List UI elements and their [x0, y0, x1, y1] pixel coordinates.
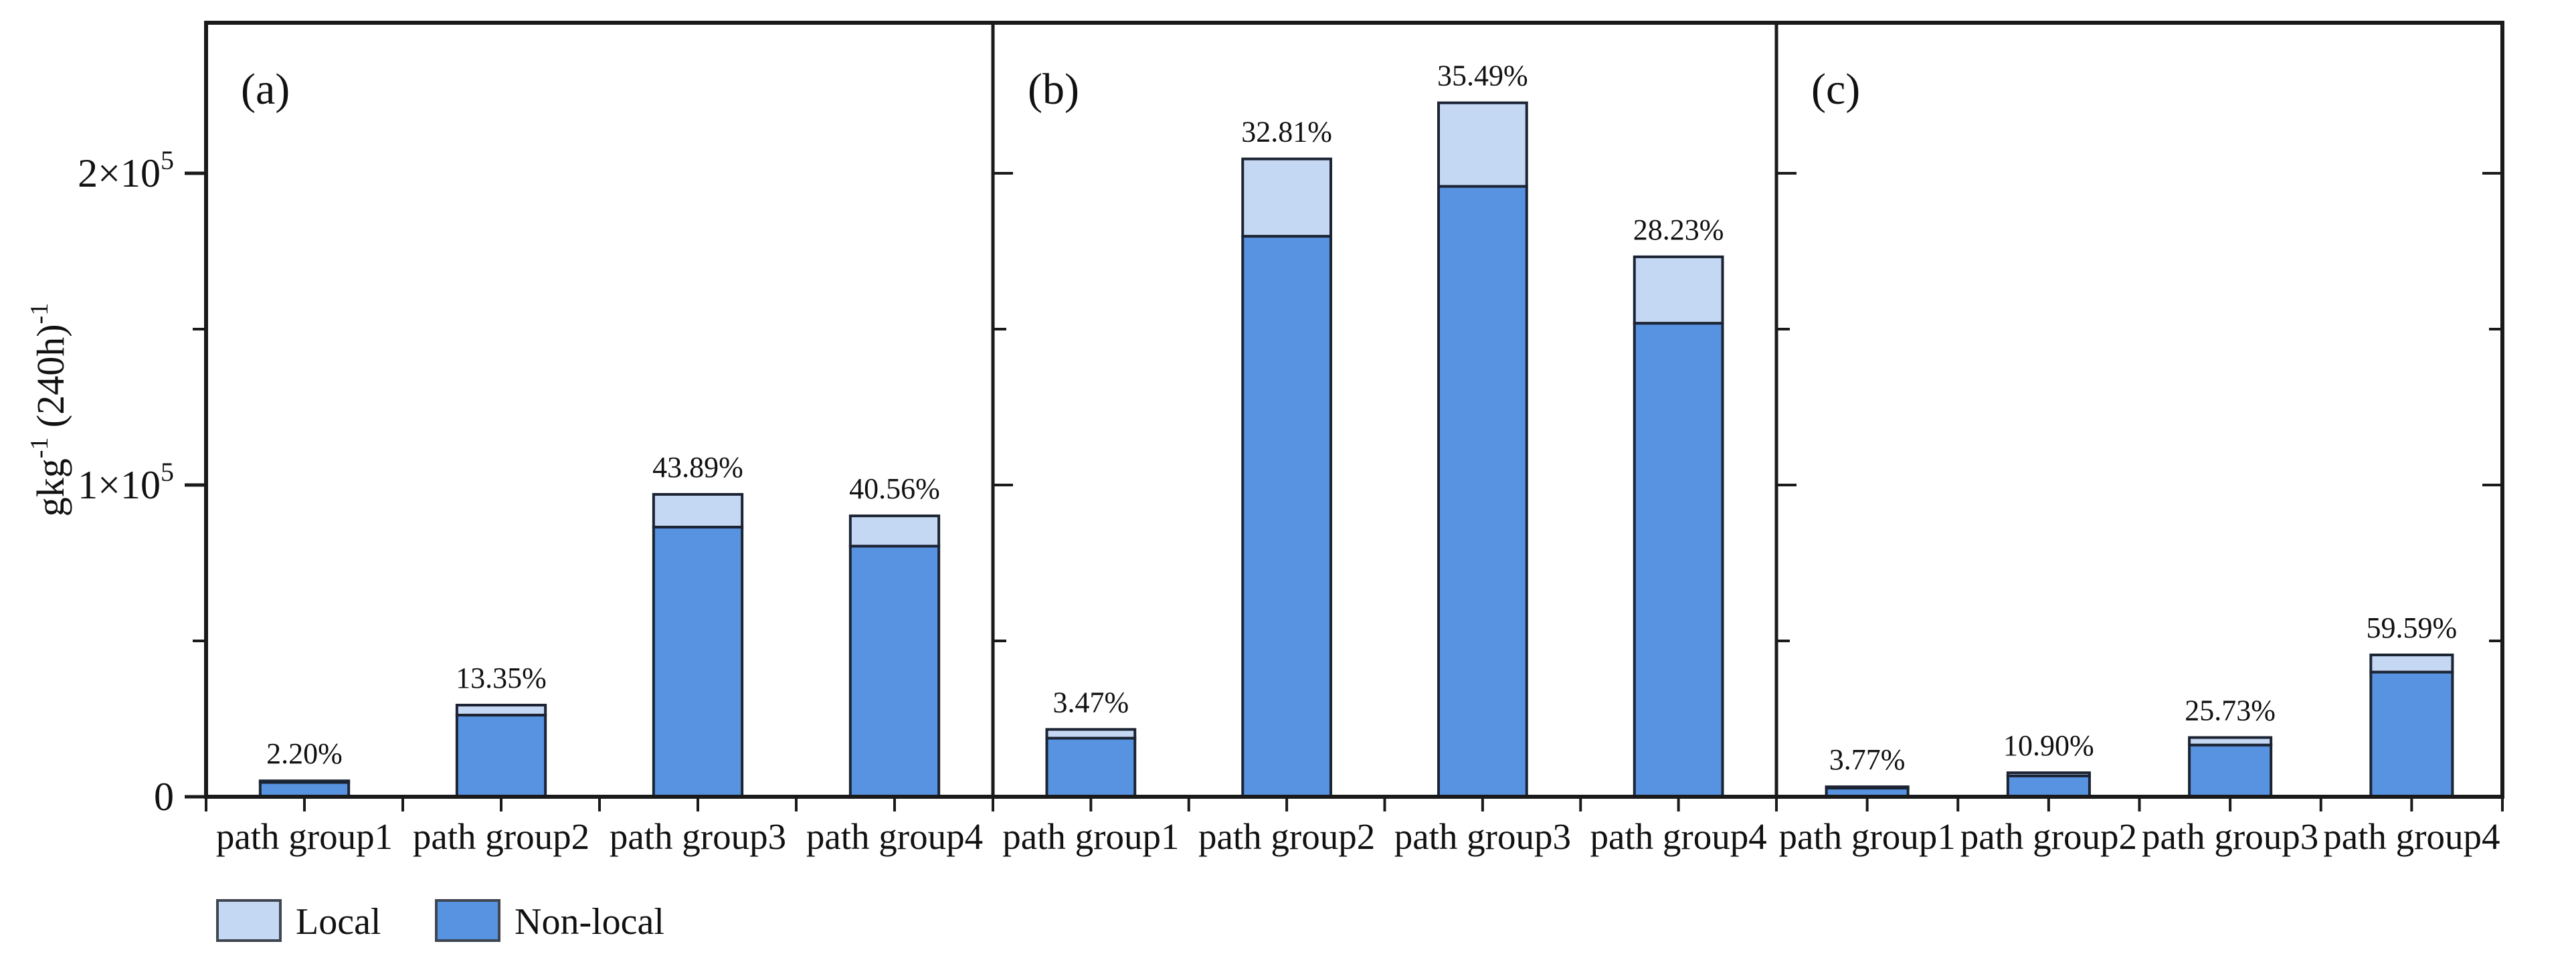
bar-segment-nonlocal	[1241, 235, 1332, 798]
panel-label: (b)	[1028, 65, 1079, 114]
bar-annotation: 40.56%	[849, 472, 940, 505]
y-tick-label: 2×105	[78, 145, 174, 195]
x-tick-label: path group2	[1198, 816, 1375, 857]
bar-annotation: 32.81%	[1241, 116, 1332, 149]
x-tick-label: path group4	[806, 816, 983, 857]
bar-segment-local	[455, 703, 547, 716]
plot-border	[204, 21, 2504, 799]
legend-swatch-non-local	[435, 899, 500, 942]
bar-segment-nonlocal	[1045, 737, 1137, 798]
bar-segment-local	[2006, 771, 2091, 777]
bar-segment-nonlocal	[2006, 774, 2091, 798]
bar-annotation: 2.20%	[266, 737, 343, 770]
x-tick-label: path group4	[2323, 816, 2500, 857]
bar-annotation: 28.23%	[1633, 213, 1724, 246]
bar-segment-local	[2188, 736, 2273, 747]
x-tick-label: path group1	[216, 816, 393, 857]
bar-segment-nonlocal	[2188, 743, 2273, 799]
legend-label: Non-local	[515, 901, 664, 943]
bar-segment-nonlocal	[652, 525, 744, 798]
bar-segment-nonlocal	[1633, 322, 1724, 798]
bar-segment-local	[258, 779, 351, 784]
bar-annotation: 3.47%	[1053, 686, 1129, 718]
x-tick-label: path group1	[1002, 816, 1179, 857]
bar-annotation: 13.35%	[456, 662, 547, 694]
bar-annotation: 59.59%	[2367, 611, 2458, 644]
bar-segment-nonlocal	[848, 545, 941, 798]
bar-segment-local	[1437, 101, 1528, 188]
bar-segment-local	[1045, 728, 1137, 740]
x-tick-label: path group3	[1394, 816, 1571, 857]
x-tick-label: path group3	[2142, 816, 2318, 857]
x-tick-label: path group3	[610, 816, 786, 857]
bar-segment-nonlocal	[2369, 670, 2454, 798]
legend-swatch-local	[216, 899, 282, 942]
x-tick-label: path group2	[1960, 816, 2137, 857]
bar-segment-local	[848, 514, 941, 548]
x-tick-label: path group1	[1778, 816, 1955, 857]
bar-annotation: 3.77%	[1829, 743, 1906, 776]
bar-annotation: 25.73%	[2185, 694, 2276, 727]
bar-annotation: 10.90%	[2003, 729, 2094, 762]
bar-segment-nonlocal	[258, 781, 351, 798]
bar-segment-local	[1825, 785, 1910, 790]
panel-label: (a)	[241, 65, 290, 114]
bar-annotation: 43.89%	[652, 451, 743, 484]
y-tick-label: 1×105	[78, 457, 174, 507]
y-tick-label: 0	[154, 775, 174, 819]
bar-segment-nonlocal	[455, 713, 547, 798]
bar-annotation: 35.49%	[1437, 60, 1528, 92]
bar-segment-local	[2369, 653, 2454, 674]
bar-segment-local	[1633, 255, 1724, 325]
x-tick-label: path group2	[413, 816, 589, 857]
x-tick-label: path group4	[1590, 816, 1766, 857]
bar-segment-local	[1241, 157, 1332, 238]
bar-segment-nonlocal	[1437, 185, 1528, 798]
bar-segment-local	[652, 492, 744, 528]
panel-label: (c)	[1811, 65, 1860, 114]
y-axis-label: gkg-1 (240h)-1	[25, 303, 72, 516]
legend-label: Local	[296, 901, 381, 943]
